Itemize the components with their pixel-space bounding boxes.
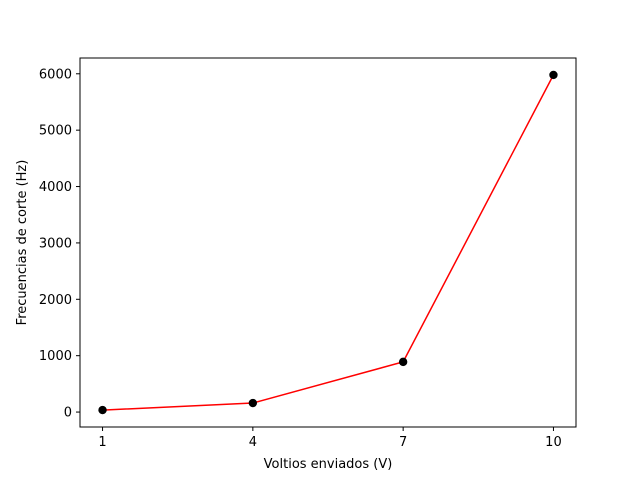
data-point xyxy=(398,357,408,367)
y-tick-label: 0 xyxy=(64,406,72,421)
data-point xyxy=(248,398,258,408)
y-tick-label: 5000 xyxy=(39,124,72,139)
plot-area-frame xyxy=(79,57,577,428)
y-axis-label: Frecuencias de corte (Hz) xyxy=(15,160,30,326)
y-tick-label: 3000 xyxy=(39,236,72,251)
y-tick-label: 2000 xyxy=(39,293,72,308)
y-tick-label: 1000 xyxy=(39,349,72,364)
x-tick-label: 7 xyxy=(399,435,407,450)
x-tick-label: 10 xyxy=(545,435,562,450)
x-axis-label: Voltios enviados (V) xyxy=(264,457,393,472)
y-axis-ticks: 0 1000 2000 3000 4000 5000 6000 xyxy=(39,67,80,421)
data-point xyxy=(98,405,107,415)
x-axis-ticks: 1 4 7 10 xyxy=(98,427,562,450)
y-tick-label: 4000 xyxy=(39,180,72,195)
series-layer xyxy=(98,70,558,415)
x-tick-label: 4 xyxy=(249,435,257,450)
data-point xyxy=(549,70,558,80)
x-tick-label: 1 xyxy=(98,435,106,450)
y-tick-label: 6000 xyxy=(39,67,72,82)
series-line xyxy=(102,74,555,411)
